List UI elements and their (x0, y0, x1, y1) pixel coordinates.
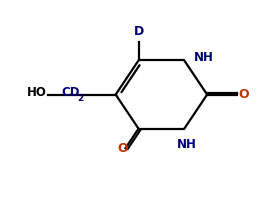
Text: NH: NH (194, 51, 214, 64)
Text: HO: HO (27, 86, 47, 99)
Text: 2: 2 (77, 94, 84, 103)
Text: O: O (238, 88, 249, 101)
Text: O: O (118, 142, 128, 155)
Text: D: D (133, 25, 144, 38)
Text: CD: CD (61, 86, 80, 99)
Text: NH: NH (177, 138, 197, 151)
